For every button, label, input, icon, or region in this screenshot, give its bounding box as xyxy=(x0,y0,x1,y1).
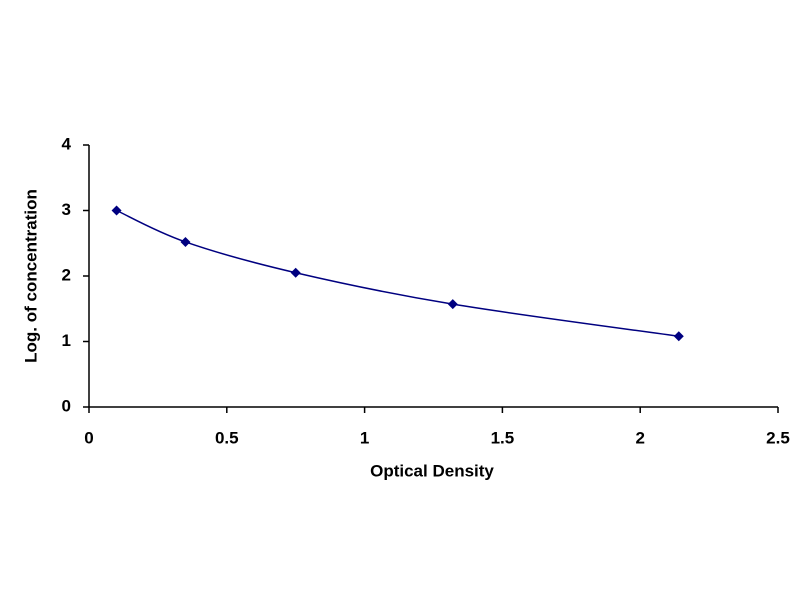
x-tick-label: 2.5 xyxy=(766,428,790,447)
marker xyxy=(290,267,301,278)
x-tick-label: 0.5 xyxy=(215,428,239,447)
x-axis-title: Optical Density xyxy=(370,461,494,480)
marker xyxy=(111,205,122,216)
x-tick-label: 1 xyxy=(360,428,369,447)
marker xyxy=(673,331,684,342)
x-tick-label: 2 xyxy=(635,428,644,447)
marker xyxy=(180,236,191,247)
y-tick-label: 4 xyxy=(62,134,72,153)
y-tick-label: 3 xyxy=(62,200,71,219)
marker xyxy=(447,299,458,310)
curve xyxy=(116,209,679,338)
y-tick-label: 2 xyxy=(62,265,71,284)
x-tick-label: 1.5 xyxy=(491,428,515,447)
x-tick-label: 0 xyxy=(84,428,93,447)
y-axis-title: Log. of concentration xyxy=(21,189,40,363)
y-tick-label: 1 xyxy=(62,331,71,350)
y-tick-label: 0 xyxy=(62,396,71,415)
